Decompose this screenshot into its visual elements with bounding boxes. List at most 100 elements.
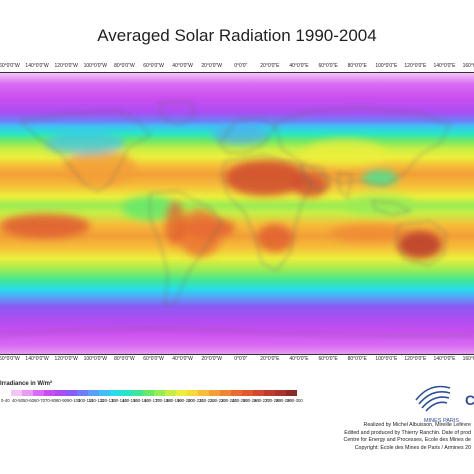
longitude-tick-label: 80°0'0"E <box>347 63 367 69</box>
longitude-tick-label: 0°0'0" <box>234 356 248 362</box>
longitude-tick-label: 20°0'0"W <box>201 356 222 362</box>
legend-swatch <box>154 390 165 396</box>
legend-label: 200-210 <box>188 398 204 403</box>
longitude-tick-label: 160°0'0"E <box>462 63 474 69</box>
map-top-border <box>0 72 474 73</box>
legend-label: 290-300 <box>287 398 303 403</box>
legend-swatch <box>187 390 198 396</box>
longitude-tick-label: 100°0'0"W <box>83 356 107 362</box>
legend-label: 90-100 <box>67 398 81 403</box>
longitude-tick-label: 40°0'0"E <box>289 63 309 69</box>
legend-label: 100-110 <box>78 398 94 403</box>
legend-swatch <box>231 390 242 396</box>
legend-label: 120-130 <box>100 398 116 403</box>
longitude-tick-label: 120°0'0"E <box>404 63 427 69</box>
mines-paris-logo: MINES PARIS C <box>415 385 474 424</box>
coastline-overlay <box>0 100 474 336</box>
longitude-tick-label: 120°0'0"W <box>54 356 78 362</box>
longitude-tick-label: 60°0'0"W <box>143 356 164 362</box>
legend-swatch <box>121 390 132 396</box>
longitude-tick-label: 100°0'0"E <box>375 356 398 362</box>
legend-label: 40-50 <box>12 398 23 403</box>
longitude-tick-label: 20°0'0"W <box>201 63 222 69</box>
legend-label: 130-140 <box>111 398 127 403</box>
legend-label: 240-250 <box>232 398 248 403</box>
legend-swatch <box>44 390 55 396</box>
legend-label: 210-220 <box>199 398 215 403</box>
longitude-tick-label: 100°0'0"W <box>83 63 107 69</box>
longitude-tick-label: 60°0'0"E <box>318 356 338 362</box>
legend-label: 150-160 <box>133 398 149 403</box>
legend-label: 230-240 <box>221 398 237 403</box>
legend-swatch <box>264 390 275 396</box>
legend-label: 250-260 <box>243 398 259 403</box>
longitude-tick-label: 40°0'0"W <box>172 356 193 362</box>
longitude-tick-label: 120°0'0"W <box>54 63 78 69</box>
legend-label: 60-70 <box>34 398 45 403</box>
credits-block: Realized by Michel Albuisson, Mireille L… <box>271 422 472 452</box>
legend-swatch <box>275 390 286 396</box>
logo-text: MINES PARIS <box>424 418 459 424</box>
legend-swatch <box>33 390 44 396</box>
longitude-tick-label: 140°0'0"W <box>25 356 49 362</box>
radiation-map-canvas <box>0 73 474 354</box>
legend-swatch <box>11 390 22 396</box>
legend-label: 70-80 <box>45 398 56 403</box>
map-title: Averaged Solar Radiation 1990-2004 <box>97 26 377 45</box>
legend-title: Irradiance in W/m² <box>0 381 53 387</box>
longitude-tick-label: 120°0'0"E <box>404 356 427 362</box>
legend-label: 270-280 <box>265 398 281 403</box>
longitude-tick-label: 40°0'0"W <box>172 63 193 69</box>
longitude-tick-label: 140°0'0"W <box>25 63 49 69</box>
legend-label: 180-190 <box>166 398 182 403</box>
longitude-tick-label: 160°0'0"E <box>462 356 474 362</box>
legend-label: 280-290 <box>276 398 292 403</box>
legend-color-bar <box>0 390 297 396</box>
legend-label: 0-40 <box>1 398 10 403</box>
credit-line: Centre for Energy and Processes, Ecole d… <box>343 437 472 444</box>
longitude-ticks-top: 160°0'0"W 140°0'0"W 120°0'0"W 100°0'0"W 80°0… <box>0 62 474 72</box>
legend-swatch <box>198 390 209 396</box>
legend-swatch <box>242 390 253 396</box>
legend-swatch <box>22 390 33 396</box>
legend-swatch <box>253 390 264 396</box>
legend-label: 110-120 <box>89 398 105 403</box>
credit-line: Realized by Michel Albuisson, Mireille L… <box>363 422 471 428</box>
legend-label: 220-230 <box>210 398 226 403</box>
legend-swatch <box>286 390 297 396</box>
legend-swatch <box>0 390 11 396</box>
longitude-ticks-bottom: 160°0'0"W 140°0'0"W 120°0'0"W 100°0'0"W 80°0… <box>0 355 474 365</box>
legend-label: 80-90 <box>56 398 67 403</box>
legend-label: 170-180 <box>155 398 171 403</box>
longitude-tick-label: 20°0'0"E <box>260 63 280 69</box>
longitude-tick-label: 0°0'0" <box>234 63 248 69</box>
credit-line: Copyright: Ecole des Mines de Paris / Ar… <box>354 444 471 451</box>
legend-swatch <box>55 390 66 396</box>
legend-swatch <box>110 390 121 396</box>
legend-swatch <box>77 390 88 396</box>
legend-swatch <box>165 390 176 396</box>
legend-swatch <box>66 390 77 396</box>
logo-text-secondary: C <box>465 392 474 408</box>
legend-label: 260-270 <box>254 398 270 403</box>
legend-swatch <box>209 390 220 396</box>
legend-swatch <box>88 390 99 396</box>
longitude-tick-label: 160°0'0"W <box>0 63 20 69</box>
longitude-tick-label: 60°0'0"W <box>143 63 164 69</box>
solar-radiation-map <box>0 73 474 354</box>
legend-swatch <box>176 390 187 396</box>
map-bottom-border <box>0 354 474 355</box>
longitude-tick-label: 140°0'0"E <box>433 356 456 362</box>
longitude-tick-label: 100°0'0"E <box>375 63 398 69</box>
longitude-tick-label: 80°0'0"W <box>114 356 135 362</box>
legend-label: 160-170 <box>144 398 160 403</box>
longitude-tick-label: 60°0'0"E <box>318 63 338 69</box>
credit-line: Edited and produced by Thierry Ranchin. … <box>344 429 471 436</box>
longitude-tick-label: 160°0'0"W <box>0 356 20 362</box>
longitude-tick-label: 140°0'0"E <box>433 63 456 69</box>
longitude-tick-label: 40°0'0"E <box>289 356 309 362</box>
legend-swatch <box>143 390 154 396</box>
legend-swatch <box>99 390 110 396</box>
longitude-tick-label: 80°0'0"E <box>347 356 367 362</box>
legend-swatch <box>132 390 143 396</box>
